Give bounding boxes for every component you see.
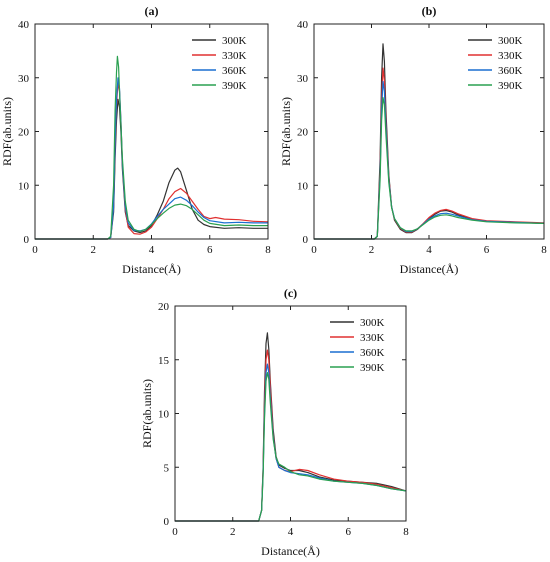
- y-tick-label: 40: [297, 19, 309, 31]
- x-tick-label: 6: [346, 526, 352, 538]
- legend-label-330K: 330K: [222, 50, 247, 62]
- panel-label: (c): [284, 286, 297, 300]
- x-tick-label: 0: [32, 244, 38, 256]
- y-tick-label: 20: [297, 127, 309, 139]
- series-line-360K: [175, 363, 407, 522]
- series-line-360K: [314, 80, 545, 240]
- legend: 300K 330K 360K 390K: [330, 317, 385, 374]
- legend-label-300K: 300K: [222, 35, 247, 47]
- x-tick-label: 8: [541, 244, 547, 256]
- series-line-390K: [314, 97, 545, 240]
- x-tick-label: 2: [91, 244, 97, 256]
- x-tick-label: 8: [403, 526, 409, 538]
- series-line-300K: [35, 98, 268, 240]
- legend-label-360K: 360K: [498, 65, 523, 77]
- legend-label-390K: 390K: [222, 80, 247, 92]
- legend-label-300K: 300K: [360, 317, 385, 329]
- y-tick-label: 30: [297, 73, 309, 85]
- y-tick-label: 10: [297, 180, 309, 192]
- y-tick-label: 5: [164, 462, 170, 474]
- y-axis-title: RDF(ab.units): [0, 97, 14, 166]
- panel-label: (b): [422, 4, 437, 18]
- x-tick-label: 8: [265, 244, 271, 256]
- x-tick-label: 6: [484, 244, 490, 256]
- chart-panel-2: (c) 0 2 4 6 8 0 5 10 15 20 Distance(Å) RDF(ab.units)…: [140, 286, 409, 558]
- y-tick-label: 0: [24, 234, 30, 246]
- series-line-360K: [35, 77, 268, 240]
- x-tick-label: 2: [369, 244, 375, 256]
- legend: 300K 330K 360K 390K: [468, 35, 523, 92]
- series-line-390K: [175, 372, 407, 522]
- series-line-330K: [35, 82, 269, 240]
- y-tick-label: 0: [303, 234, 309, 246]
- y-tick-label: 30: [18, 73, 30, 85]
- y-tick-label: 10: [18, 180, 30, 192]
- x-tick-label: 4: [149, 244, 155, 256]
- legend-label-330K: 330K: [360, 332, 385, 344]
- x-axis-title: Distance(Å): [400, 262, 459, 276]
- chart-panel-1: (b) 0 2 4 6 8 0 10 20 30 40 Distance(Å) RDF(ab.units…: [279, 4, 547, 276]
- panel-label: (a): [145, 4, 159, 18]
- x-tick-label: 2: [230, 526, 236, 538]
- series-line-330K: [314, 67, 545, 240]
- x-tick-label: 4: [288, 526, 294, 538]
- y-tick-label: 20: [158, 301, 170, 313]
- y-tick-label: 20: [18, 127, 30, 139]
- x-tick-label: 0: [172, 526, 178, 538]
- y-tick-label: 15: [158, 355, 170, 367]
- legend: 300K 330K 360K 390K: [192, 35, 247, 92]
- series-line-330K: [175, 349, 407, 522]
- x-tick-label: 6: [207, 244, 213, 256]
- y-axis-title: RDF(ab.units): [140, 379, 154, 448]
- y-tick-label: 10: [158, 409, 170, 421]
- y-tick-label: 40: [18, 19, 30, 31]
- x-axis-title: Distance(Å): [122, 262, 181, 276]
- legend-label-390K: 390K: [498, 80, 523, 92]
- chart-panel-0: (a) 0 2 4 6 8 0 10 20 30 40 Distance(Å) RDF(ab.units…: [0, 4, 271, 276]
- y-axis-title: RDF(ab.units): [279, 97, 293, 166]
- series-line-390K: [35, 55, 268, 240]
- legend-label-360K: 360K: [360, 347, 385, 359]
- legend-label-300K: 300K: [498, 35, 523, 47]
- legend-label-390K: 390K: [360, 362, 385, 374]
- y-tick-label: 0: [164, 516, 170, 528]
- x-tick-label: 4: [426, 244, 432, 256]
- legend-label-330K: 330K: [498, 50, 523, 62]
- x-tick-label: 0: [311, 244, 317, 256]
- x-axis-title: Distance(Å): [261, 544, 320, 558]
- legend-label-360K: 360K: [222, 65, 247, 77]
